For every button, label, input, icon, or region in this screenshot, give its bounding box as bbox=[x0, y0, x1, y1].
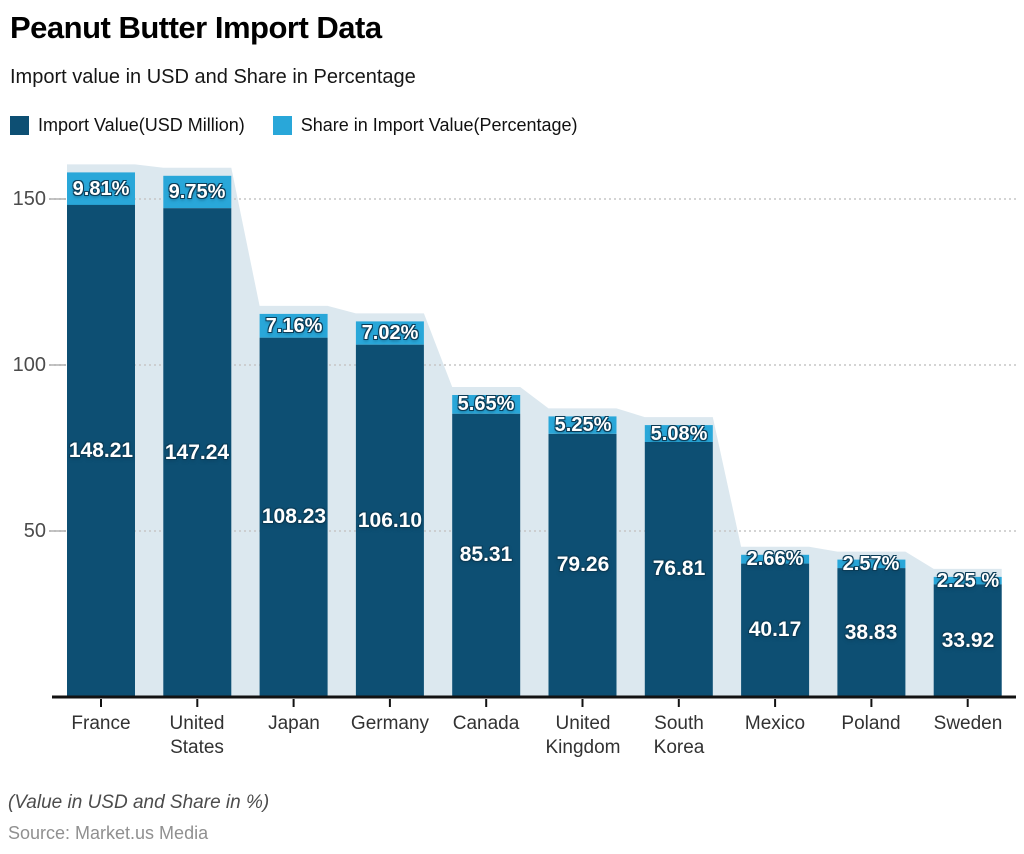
x-axis-label-5: United Kingdom bbox=[545, 713, 621, 758]
bar-value-8 bbox=[837, 568, 906, 697]
bar-share-label-4: 5.65% bbox=[457, 393, 515, 415]
bar-value-6 bbox=[644, 442, 713, 697]
bar-value-label-2: 108.23 bbox=[261, 505, 327, 528]
legend-label: Import Value(USD Million) bbox=[38, 115, 245, 135]
y-axis-label-50: 50 bbox=[23, 520, 46, 542]
legend-item-1: Share in Import Value(Percentage) bbox=[272, 115, 578, 136]
bar-value-label-9: 33.92 bbox=[941, 629, 995, 652]
bar-share-label-9: 2.25 % bbox=[936, 570, 1000, 592]
x-axis-label-7: Mexico bbox=[744, 713, 806, 734]
x-axis-label-3: Germany bbox=[350, 713, 430, 734]
bar-value-4 bbox=[452, 413, 521, 697]
bar-share-3 bbox=[355, 321, 424, 345]
chart-legend: Import Value(USD Million) Share in Import… bbox=[10, 115, 578, 136]
bar-value-label-7: 40.17 bbox=[748, 618, 802, 641]
bar-share-4 bbox=[452, 395, 521, 414]
bar-share-6 bbox=[644, 425, 713, 442]
bar-value-7 bbox=[741, 563, 810, 697]
bar-value-3 bbox=[355, 344, 424, 697]
bar-value-label-3: 106.10 bbox=[357, 509, 423, 532]
bar-share-7 bbox=[741, 554, 810, 564]
bar-share-label-1: 9.75% bbox=[168, 181, 226, 203]
chart-subtitle: Import value in USD and Share in Percent… bbox=[10, 66, 416, 88]
bar-share-label-0: 9.81% bbox=[72, 178, 130, 200]
bar-share-label-3: 7.02% bbox=[361, 322, 419, 344]
x-axis-label-9: Sweden bbox=[933, 713, 1003, 734]
x-axis-label-6: South Korea bbox=[653, 713, 705, 758]
bar-value-label-5: 79.26 bbox=[556, 553, 610, 576]
bar-value-label-8: 38.83 bbox=[844, 621, 898, 644]
bar-share-9 bbox=[933, 576, 1002, 585]
bar-value-9 bbox=[933, 584, 1002, 697]
x-axis-label-8: Poland bbox=[841, 713, 901, 734]
bar-value-5 bbox=[548, 433, 617, 697]
legend-item-0: Import Value(USD Million) bbox=[10, 115, 245, 136]
bar-share-label-5: 5.25% bbox=[554, 414, 612, 436]
x-axis-label-2: Japan bbox=[268, 713, 320, 734]
bar-share-8 bbox=[837, 559, 906, 569]
bar-share-1 bbox=[163, 175, 232, 209]
x-axis-label-0: France bbox=[71, 713, 131, 734]
legend-swatch-icon bbox=[272, 116, 292, 135]
bar-share-5 bbox=[548, 416, 617, 434]
legend-swatch-icon bbox=[10, 116, 29, 135]
chart-footnote: (Value in USD and Share in %) bbox=[8, 792, 270, 813]
x-axis-label-1: United States bbox=[169, 713, 225, 758]
bar-share-2 bbox=[259, 313, 328, 338]
y-axis-label-150: 150 bbox=[12, 188, 46, 210]
page-title: Peanut Butter Import Data bbox=[10, 10, 382, 45]
bar-share-label-6: 5.08% bbox=[650, 423, 708, 445]
bar-value-label-6: 76.81 bbox=[652, 557, 706, 580]
legend-label: Share in Import Value(Percentage) bbox=[300, 115, 578, 135]
chart-source: Source: Market.us Media bbox=[8, 823, 209, 843]
x-axis-label-4: Canada bbox=[452, 713, 520, 734]
bar-share-label-8: 2.57% bbox=[842, 553, 900, 575]
bar-value-label-1: 147.24 bbox=[164, 441, 230, 464]
bar-value-2 bbox=[259, 337, 328, 697]
y-axis-label-100: 100 bbox=[12, 354, 46, 376]
bar-share-0 bbox=[67, 172, 135, 205]
bar-share-label-2: 7.16% bbox=[265, 315, 323, 337]
bar-value-0 bbox=[67, 204, 135, 697]
bar-value-1 bbox=[163, 208, 232, 697]
bar-value-label-4: 85.31 bbox=[459, 543, 513, 566]
bar-value-label-0: 148.21 bbox=[68, 439, 134, 462]
bar-share-label-7: 2.66% bbox=[746, 548, 804, 570]
